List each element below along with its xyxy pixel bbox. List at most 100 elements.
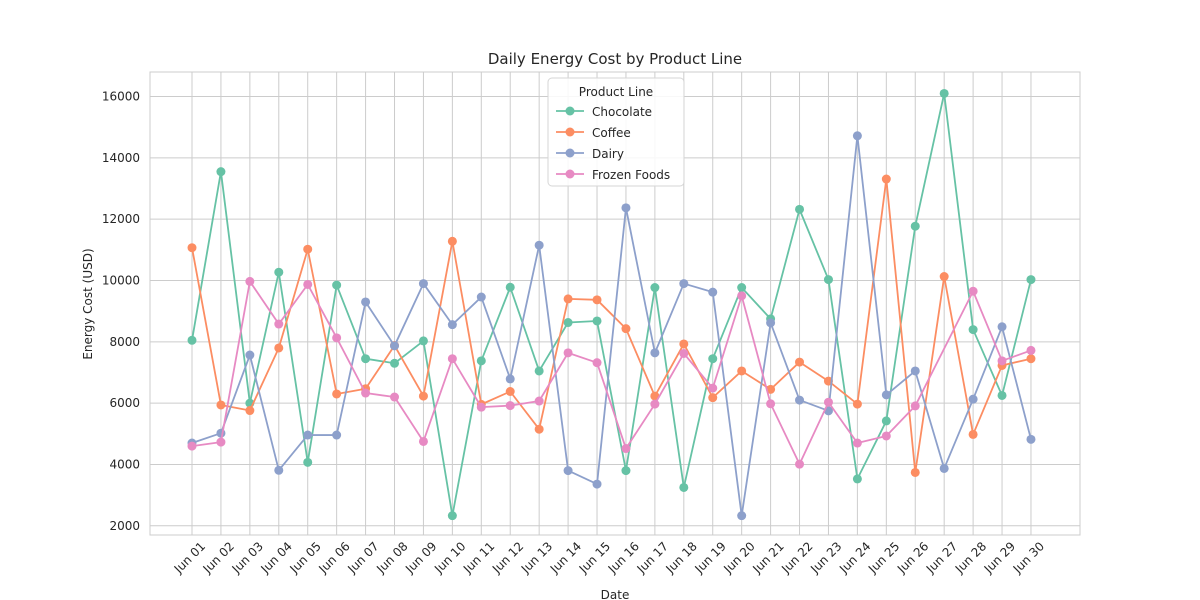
data-point bbox=[592, 358, 602, 368]
data-point bbox=[679, 348, 689, 358]
data-point bbox=[997, 390, 1007, 400]
data-point bbox=[563, 348, 573, 358]
data-point bbox=[1026, 275, 1036, 285]
data-point bbox=[563, 466, 573, 476]
data-point bbox=[737, 283, 747, 293]
data-point bbox=[621, 203, 631, 213]
x-tick-label: Jun 11 bbox=[460, 539, 497, 576]
data-point bbox=[737, 291, 747, 301]
legend-box bbox=[547, 77, 685, 187]
data-point bbox=[766, 384, 776, 394]
data-point bbox=[708, 354, 718, 364]
data-point bbox=[187, 441, 197, 451]
data-point bbox=[1026, 434, 1036, 444]
x-tick-label: Jun 19 bbox=[691, 539, 728, 576]
data-point bbox=[361, 297, 371, 307]
data-point bbox=[910, 467, 920, 477]
data-point bbox=[216, 437, 226, 447]
data-point bbox=[534, 366, 544, 376]
data-point bbox=[563, 294, 573, 304]
data-point bbox=[650, 283, 660, 293]
data-point bbox=[910, 366, 920, 376]
data-point bbox=[968, 286, 978, 296]
data-point bbox=[852, 399, 862, 409]
data-point bbox=[332, 280, 342, 290]
data-point bbox=[852, 131, 862, 141]
data-point bbox=[534, 396, 544, 406]
data-point bbox=[650, 348, 660, 358]
y-tick-label: 8000 bbox=[109, 335, 140, 349]
data-point bbox=[216, 428, 226, 438]
data-point bbox=[881, 416, 891, 426]
data-point bbox=[1026, 354, 1036, 364]
y-tick-label: 10000 bbox=[102, 274, 140, 288]
data-point bbox=[621, 466, 631, 476]
x-tick-label: Jun 27 bbox=[923, 539, 960, 576]
data-point bbox=[245, 276, 255, 286]
data-point bbox=[216, 400, 226, 410]
data-point bbox=[245, 350, 255, 360]
data-point bbox=[592, 316, 602, 326]
data-point bbox=[795, 395, 805, 405]
data-point bbox=[418, 336, 428, 346]
data-point bbox=[447, 236, 457, 246]
legend: Product Line Chocolate Coffee Dairy Frozen … bbox=[547, 77, 685, 187]
x-tick-label: Jun 18 bbox=[663, 539, 700, 576]
data-point bbox=[795, 357, 805, 367]
x-tick-label: Jun 28 bbox=[952, 539, 989, 576]
data-point bbox=[390, 341, 400, 351]
x-tick-label: Jun 10 bbox=[431, 539, 468, 576]
legend-label: Coffee bbox=[592, 126, 631, 140]
data-point bbox=[563, 318, 573, 328]
data-point bbox=[245, 406, 255, 416]
legend-marker bbox=[565, 148, 575, 158]
series-line bbox=[191, 178, 1032, 474]
data-point bbox=[737, 511, 747, 521]
x-tick-label: Jun 13 bbox=[518, 539, 555, 576]
x-tick-label: Jun 16 bbox=[605, 539, 642, 576]
data-point bbox=[303, 430, 313, 440]
data-point bbox=[418, 436, 428, 446]
data-point bbox=[592, 479, 602, 489]
data-point bbox=[708, 393, 718, 403]
data-point bbox=[274, 319, 284, 329]
series-line bbox=[191, 134, 1032, 517]
series-line bbox=[191, 92, 1032, 517]
y-tick-label: 12000 bbox=[102, 212, 140, 226]
data-point bbox=[823, 397, 833, 407]
data-point bbox=[881, 390, 891, 400]
series-coffee bbox=[187, 174, 1036, 477]
x-tick-label: Jun 01 bbox=[171, 539, 208, 576]
data-point bbox=[679, 279, 689, 289]
data-point bbox=[187, 243, 197, 253]
data-point bbox=[910, 401, 920, 411]
x-tick-label: Jun 23 bbox=[807, 539, 844, 576]
data-point bbox=[795, 459, 805, 469]
legend-items: Chocolate Coffee Dairy Frozen Foods bbox=[556, 105, 670, 182]
data-point bbox=[650, 399, 660, 409]
data-point bbox=[274, 343, 284, 353]
data-point bbox=[881, 174, 891, 184]
x-tick-label: Jun 15 bbox=[576, 539, 613, 576]
data-point bbox=[910, 221, 920, 231]
data-point bbox=[476, 292, 486, 302]
x-tick-label: Jun 21 bbox=[749, 539, 786, 576]
x-tick-label: Jun 30 bbox=[1010, 539, 1047, 576]
data-point bbox=[708, 287, 718, 297]
data-point bbox=[621, 324, 631, 334]
data-point bbox=[766, 318, 776, 328]
data-point bbox=[332, 333, 342, 343]
data-point bbox=[968, 394, 978, 404]
data-point bbox=[505, 374, 515, 384]
series-dairy bbox=[187, 131, 1036, 521]
data-point bbox=[534, 424, 544, 434]
data-point bbox=[852, 474, 862, 484]
data-point bbox=[390, 358, 400, 368]
data-point bbox=[476, 356, 486, 366]
data-point bbox=[881, 431, 891, 441]
data-point bbox=[968, 429, 978, 439]
x-tick-label: Jun 07 bbox=[344, 539, 381, 576]
x-tick-label: Jun 20 bbox=[720, 539, 757, 576]
